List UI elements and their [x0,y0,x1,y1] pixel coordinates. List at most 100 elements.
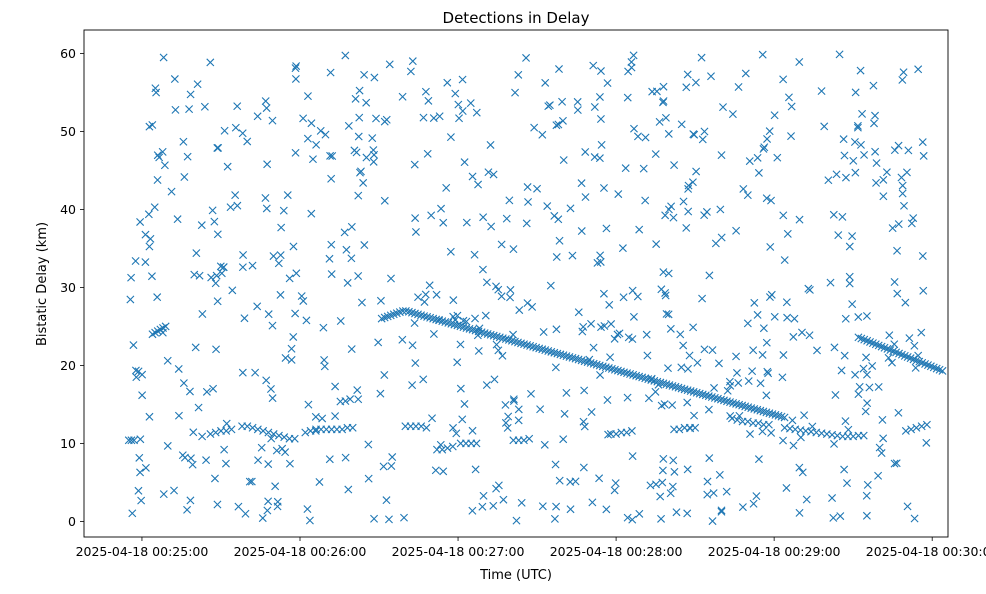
data-point [674,383,683,392]
data-point [894,408,903,417]
data-point [452,429,461,438]
data-point [160,161,169,170]
data-point [623,93,632,102]
data-point [778,373,787,382]
data-point [729,398,738,407]
data-point [514,416,523,425]
data-point [228,286,237,295]
data-point [411,227,420,236]
data-point [420,312,429,321]
data-point [283,191,292,200]
data-point [603,79,612,88]
data-point [498,351,507,360]
data-point [683,509,692,518]
data-point [431,466,440,475]
data-point [277,223,286,232]
data-point [291,64,300,73]
data-point [830,439,839,448]
data-point [290,434,299,443]
data-point [552,121,561,130]
data-point [745,157,754,166]
data-point [426,313,435,322]
data-point [765,409,774,418]
data-point [743,319,752,328]
data-point [240,314,249,323]
data-point [762,391,771,400]
data-point [247,477,256,486]
data-point [369,157,378,166]
data-point [453,311,462,320]
data-point [364,440,373,449]
data-point [299,114,308,123]
data-point [248,261,257,270]
data-point [754,419,763,428]
data-point [787,102,796,111]
data-point [212,345,221,354]
data-point [325,455,334,464]
data-point [158,147,167,156]
data-point [887,358,896,367]
data-point [679,341,688,350]
data-point [623,393,632,402]
data-point [315,477,324,486]
data-point [263,506,272,515]
data-point [341,51,350,60]
x-tick-label: 2025-04-18 00:27:00 [392,544,525,559]
data-point [261,194,270,202]
data-point [722,487,731,496]
data-point [840,465,849,474]
data-point [352,148,361,157]
data-point [410,160,419,169]
data-point [581,147,590,156]
data-point [264,460,273,469]
data-point [629,51,638,60]
data-point [384,515,393,524]
data-point [907,219,916,228]
data-point [514,405,523,414]
data-point [194,403,203,412]
data-point [683,398,692,407]
data-point [174,411,183,420]
data-point [662,380,671,389]
data-point [550,514,559,523]
data-point [312,140,321,149]
data-point [465,324,474,333]
data-point [863,399,872,408]
data-point [419,375,428,384]
x-tick-label: 2025-04-18 00:25:00 [76,544,209,559]
data-point [355,113,364,122]
data-point [509,330,518,339]
data-point [797,328,806,337]
data-point [686,387,695,396]
data-point [898,75,907,84]
data-point [862,491,871,500]
data-point [599,289,608,298]
data-point [435,112,444,121]
data-point [551,363,560,372]
data-point [749,346,758,355]
data-point [126,295,135,304]
data-point [703,477,712,486]
data-point [202,387,211,396]
data-point [211,279,220,288]
data-point [914,65,923,74]
data-point [568,251,577,260]
data-point [368,134,377,143]
data-point [851,88,860,97]
data-point [602,505,611,514]
data-point [552,325,561,334]
data-point [856,140,865,149]
data-point [668,401,677,410]
data-point [759,324,768,333]
data-point [216,262,225,271]
data-point [291,74,300,83]
data-point [538,345,547,354]
data-point [773,153,782,162]
data-point [855,382,864,391]
data-point [245,477,254,486]
data-point [912,423,921,432]
data-point [185,105,194,114]
data-point [509,395,518,404]
data-point [715,470,724,479]
data-point [845,242,854,251]
